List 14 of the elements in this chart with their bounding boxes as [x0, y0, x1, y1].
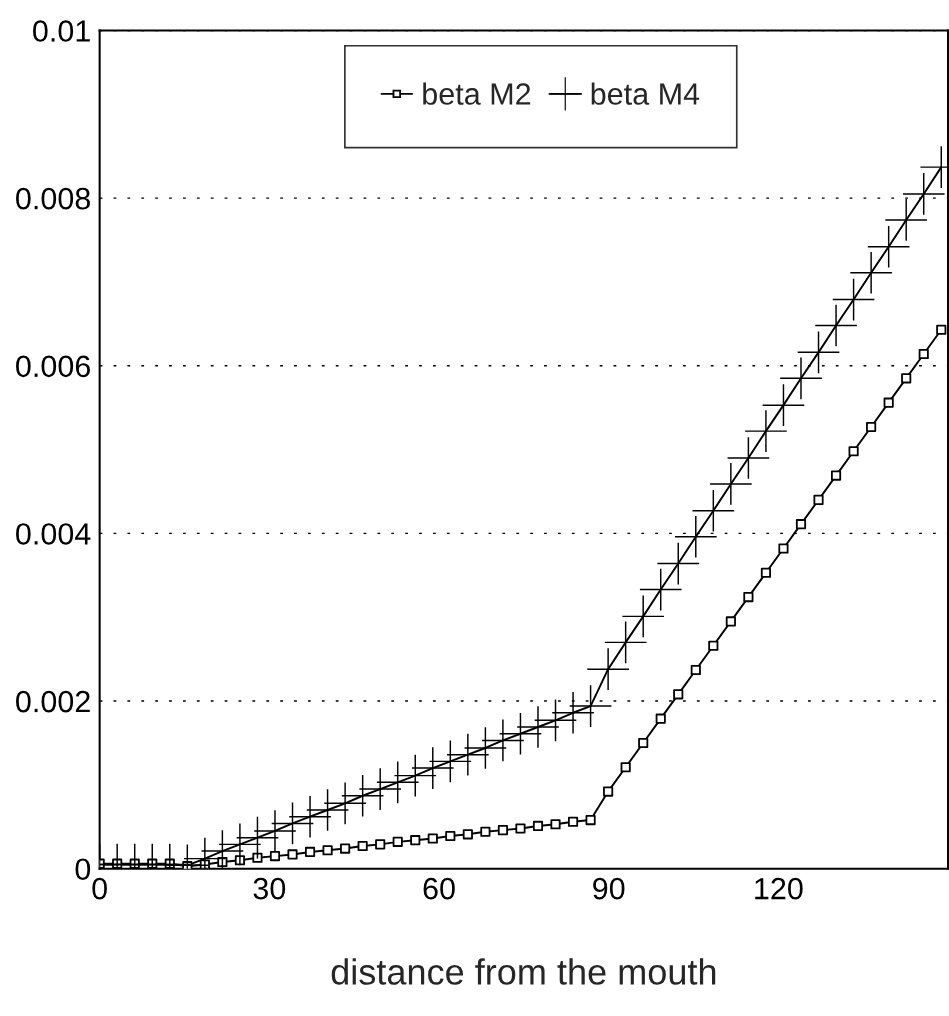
x-tick-label: 120: [755, 877, 803, 900]
y-tick-label: 0: [75, 858, 91, 881]
y-tick-label: 0.01: [33, 20, 90, 42]
x-axis-title: distance from the mouth: [331, 958, 716, 985]
y-tick-label: 0.002: [16, 690, 90, 713]
y-tick-label: 0.006: [16, 355, 90, 378]
y-tick-label: 0.004: [16, 523, 91, 545]
x-tick-label: 90: [593, 877, 625, 900]
x-tick-label: 60: [423, 877, 455, 900]
legend-label: beta M2: [423, 82, 531, 105]
x-tick-label: 0: [92, 877, 107, 900]
y-tick-label: 0.008: [16, 187, 90, 210]
x-tick-label: 30: [253, 877, 286, 900]
legend-label: beta M4: [591, 82, 700, 105]
